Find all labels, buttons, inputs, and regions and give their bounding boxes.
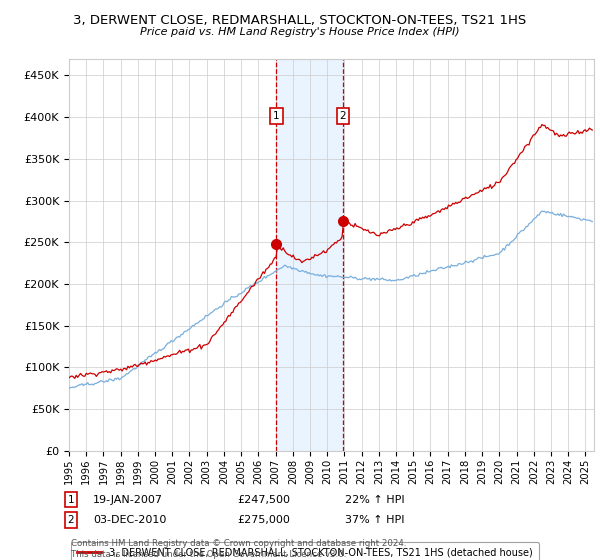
Text: 03-DEC-2010: 03-DEC-2010 <box>93 515 166 525</box>
Text: £247,500: £247,500 <box>237 494 290 505</box>
Bar <box>277 59 343 451</box>
Text: 3, DERWENT CLOSE, REDMARSHALL, STOCKTON-ON-TEES, TS21 1HS: 3, DERWENT CLOSE, REDMARSHALL, STOCKTON-… <box>73 14 527 27</box>
Legend: 3, DERWENT CLOSE, REDMARSHALL, STOCKTON-ON-TEES, TS21 1HS (detached house), HPI:: 3, DERWENT CLOSE, REDMARSHALL, STOCKTON-… <box>71 542 539 560</box>
Text: £275,000: £275,000 <box>237 515 290 525</box>
Text: 1: 1 <box>273 111 280 120</box>
Text: 2: 2 <box>340 111 346 120</box>
Text: 1: 1 <box>67 494 74 505</box>
Text: Contains HM Land Registry data © Crown copyright and database right 2024.: Contains HM Land Registry data © Crown c… <box>71 539 406 548</box>
Text: 19-JAN-2007: 19-JAN-2007 <box>93 494 163 505</box>
Text: 2: 2 <box>67 515 74 525</box>
Text: Price paid vs. HM Land Registry's House Price Index (HPI): Price paid vs. HM Land Registry's House … <box>140 27 460 37</box>
Text: This data is licensed under the Open Government Licence v3.0.: This data is licensed under the Open Gov… <box>71 550 346 559</box>
Text: 37% ↑ HPI: 37% ↑ HPI <box>345 515 404 525</box>
Text: 22% ↑ HPI: 22% ↑ HPI <box>345 494 404 505</box>
